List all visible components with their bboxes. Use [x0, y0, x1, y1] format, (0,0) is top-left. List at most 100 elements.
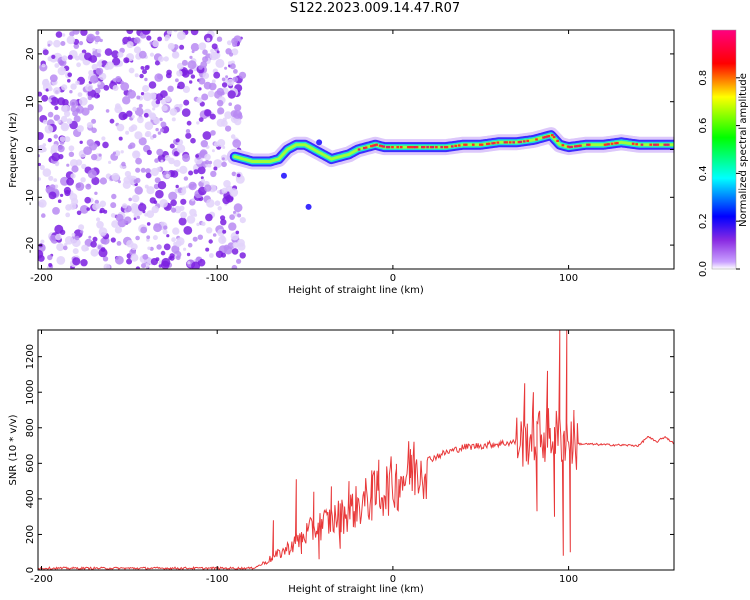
noise-point — [215, 58, 225, 68]
noise-point — [202, 49, 208, 55]
colorbar-tick-label: 0.8 — [698, 70, 709, 86]
noise-point — [136, 215, 140, 219]
noise-point — [159, 117, 163, 122]
noise-point — [75, 80, 80, 86]
noise-point — [236, 173, 241, 178]
noise-point — [208, 239, 213, 244]
noise-point — [104, 48, 113, 56]
noise-point — [86, 122, 93, 129]
noise-point — [144, 132, 150, 137]
noise-point — [146, 222, 151, 226]
noise-point — [229, 214, 236, 221]
noise-point — [169, 108, 178, 116]
noise-point — [103, 263, 111, 269]
noise-point — [53, 39, 61, 48]
noise-point — [189, 208, 197, 217]
noise-point — [54, 224, 64, 234]
noise-point — [187, 60, 197, 70]
noise-point — [145, 168, 151, 174]
noise-point — [144, 77, 148, 82]
noise-point — [138, 203, 147, 212]
noise-point — [196, 222, 200, 227]
noise-point — [38, 144, 46, 153]
noise-point — [140, 66, 145, 70]
noise-point — [154, 60, 160, 66]
noise-point — [120, 82, 130, 91]
noise-point — [234, 117, 242, 126]
noise-point — [135, 167, 141, 173]
noise-point — [152, 40, 160, 48]
noise-point — [157, 131, 162, 135]
noise-point — [156, 148, 164, 156]
noise-point — [197, 258, 206, 267]
noise-point — [127, 174, 133, 181]
noise-point — [230, 134, 236, 139]
noise-point — [112, 151, 117, 155]
noise-point — [234, 104, 242, 112]
noise-point — [232, 242, 239, 248]
noise-point — [133, 37, 141, 44]
noise-point — [222, 117, 227, 122]
noise-point — [164, 37, 169, 42]
noise-point — [130, 253, 139, 262]
noise-point — [42, 143, 47, 147]
noise-point — [110, 202, 117, 209]
noise-point — [70, 83, 77, 90]
noise-point — [131, 115, 135, 119]
noise-point — [96, 217, 101, 222]
noise-point — [229, 63, 236, 70]
noise-point — [137, 116, 144, 124]
snr-y-ticks: 0 200 400 600 800 1000 1200 — [25, 344, 674, 573]
noise-point — [172, 227, 180, 235]
noise-point — [237, 213, 242, 218]
noise-point — [133, 217, 137, 221]
noise-point — [55, 162, 59, 167]
noise-point — [170, 44, 175, 49]
noise-point — [69, 90, 73, 94]
noise-point — [172, 51, 179, 58]
noise-point — [188, 170, 194, 176]
noise-point — [49, 234, 57, 242]
noise-point — [231, 48, 239, 56]
noise-point — [142, 253, 149, 260]
noise-point — [69, 99, 79, 108]
y-tick-label: 600 — [25, 454, 36, 473]
noise-point — [182, 186, 187, 190]
noise-point — [61, 84, 68, 91]
noise-point — [171, 245, 180, 254]
noise-point — [189, 184, 195, 189]
noise-point — [112, 85, 119, 91]
noise-point — [111, 50, 120, 59]
spectrogram-y-label: Frequency (Hz) — [8, 112, 19, 188]
noise-point — [225, 194, 234, 203]
noise-point — [171, 207, 177, 213]
noise-point — [55, 31, 63, 38]
noise-point — [67, 54, 73, 60]
noise-point — [80, 230, 84, 234]
noise-point — [155, 189, 164, 199]
noise-point — [193, 169, 199, 175]
noise-point — [71, 232, 76, 237]
noise-point — [154, 158, 159, 163]
noise-point — [111, 172, 120, 181]
noise-point — [189, 80, 193, 84]
noise-point — [181, 108, 191, 117]
colorbar-tick-label: 0.6 — [698, 118, 709, 134]
noise-point — [134, 73, 139, 78]
noise-point — [228, 102, 232, 106]
noise-point — [117, 51, 124, 58]
noise-point — [115, 255, 124, 265]
noise-point — [91, 168, 95, 171]
noise-point — [38, 104, 43, 113]
noise-point — [45, 88, 49, 92]
noise-point — [182, 154, 191, 162]
noise-point — [114, 150, 121, 157]
noise-point — [204, 109, 212, 117]
noise-point — [226, 40, 232, 46]
noise-point — [87, 104, 94, 111]
noise-point — [183, 226, 193, 235]
noise-point — [183, 99, 190, 106]
noise-point — [133, 150, 140, 158]
noise-point — [198, 65, 203, 70]
noise-point — [181, 189, 185, 193]
